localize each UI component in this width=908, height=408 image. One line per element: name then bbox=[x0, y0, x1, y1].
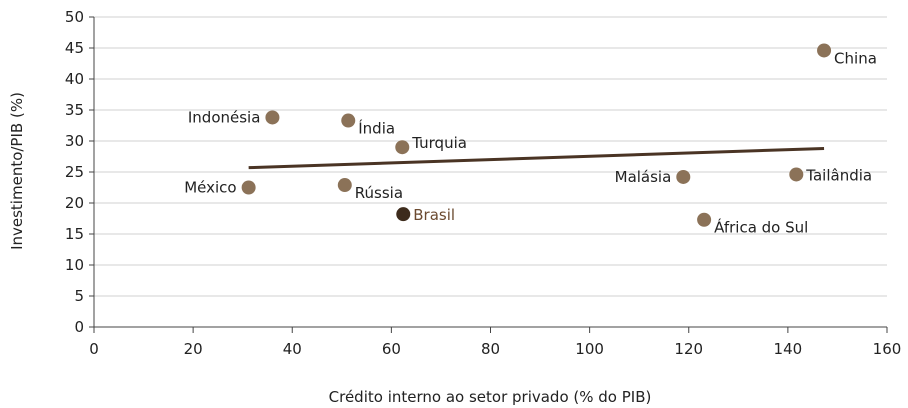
y-tick-label-5: 5 bbox=[74, 287, 84, 305]
y-tick-label-10: 10 bbox=[65, 256, 84, 274]
point-label-turquia: Turquia bbox=[411, 134, 467, 152]
y-tick-label-35: 35 bbox=[65, 101, 84, 119]
grid-lines bbox=[94, 16, 887, 297]
x-tick-label-80: 80 bbox=[481, 340, 500, 358]
x-tick-label-20: 20 bbox=[184, 340, 203, 358]
x-tick-label-100: 100 bbox=[575, 340, 604, 358]
x-tick-label-40: 40 bbox=[283, 340, 302, 358]
point-label-africa-do-sul: África do Sul bbox=[714, 218, 808, 237]
y-tick-label-30: 30 bbox=[65, 132, 84, 150]
tick-labels: 0 5 10 15 20 25 30 35 40 45 50 0 20 40 60 80 100 120 140 16… bbox=[65, 8, 901, 358]
point-label-india: Índia bbox=[358, 119, 395, 138]
x-tick-label-60: 60 bbox=[382, 340, 401, 358]
y-tick-label-45: 45 bbox=[65, 39, 84, 57]
data-point-india bbox=[341, 113, 356, 128]
point-label-russia: Rússia bbox=[355, 184, 403, 202]
data-point-russia bbox=[337, 178, 352, 193]
x-tick-label-160: 160 bbox=[873, 340, 902, 358]
x-tick-label-0: 0 bbox=[89, 340, 99, 358]
point-label-malasia: Malásia bbox=[615, 168, 672, 186]
x-tick-label-120: 120 bbox=[674, 340, 703, 358]
data-point-indonesia bbox=[265, 110, 280, 125]
data-point-malasia bbox=[676, 169, 691, 184]
axes bbox=[89, 16, 888, 333]
y-tick-label-50: 50 bbox=[65, 8, 84, 26]
y-tick-label-20: 20 bbox=[65, 194, 84, 212]
data-point-turquia bbox=[395, 140, 410, 155]
y-axis-title: Investimento/PIB (%) bbox=[8, 92, 26, 250]
x-axis-title: Crédito interno ao setor privado (% do P… bbox=[329, 388, 652, 406]
y-tick-label-0: 0 bbox=[74, 318, 84, 336]
trendline bbox=[248, 146, 825, 170]
y-tick-label-40: 40 bbox=[65, 70, 84, 88]
data-point-china bbox=[817, 43, 832, 58]
data-points: Indonésia Índia Turquia México Rússia Brasil M… bbox=[184, 43, 877, 237]
data-point-tailandia bbox=[789, 167, 804, 182]
point-label-mexico: México bbox=[184, 179, 236, 197]
point-label-china: China bbox=[834, 49, 877, 67]
data-point-brasil bbox=[396, 207, 411, 222]
point-label-brasil: Brasil bbox=[413, 206, 455, 224]
data-point-africa-do-sul bbox=[697, 212, 712, 227]
point-label-indonesia: Indonésia bbox=[188, 108, 261, 126]
data-point-mexico bbox=[241, 180, 256, 195]
y-tick-label-25: 25 bbox=[65, 163, 84, 181]
x-tick-label-140: 140 bbox=[774, 340, 803, 358]
trendline-group bbox=[248, 146, 825, 170]
point-label-tailandia: Tailândia bbox=[805, 166, 872, 184]
y-tick-label-15: 15 bbox=[65, 225, 84, 243]
